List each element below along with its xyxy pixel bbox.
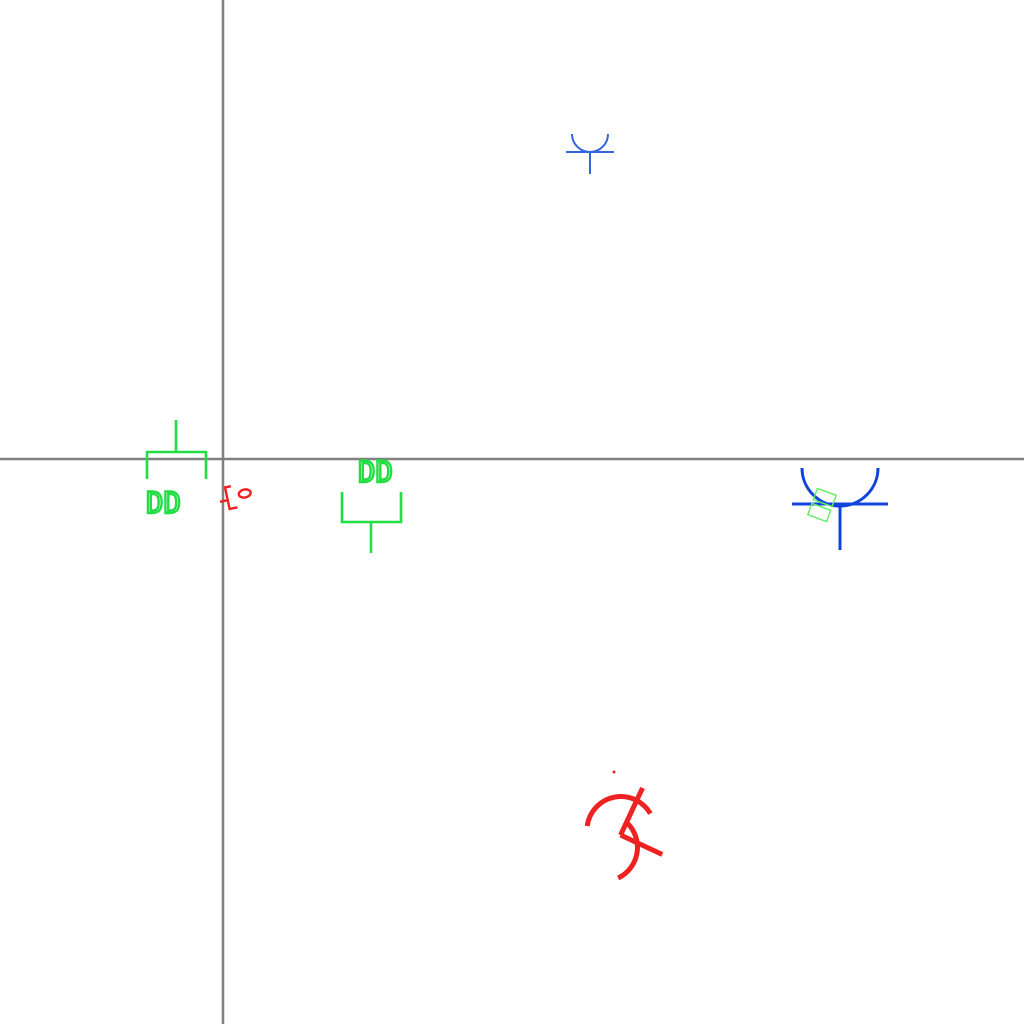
green-connector-mid-label: DD <box>358 455 393 489</box>
red-dot <box>613 771 616 774</box>
red-rotated-receptacle <box>571 773 684 891</box>
blue-large-receptacle <box>792 468 888 550</box>
green-connector-left: DD <box>146 420 206 520</box>
green-connector-left-label: DD <box>146 486 181 520</box>
blue-small-receptacle <box>566 134 614 174</box>
green-connector-mid: DD <box>342 455 401 553</box>
